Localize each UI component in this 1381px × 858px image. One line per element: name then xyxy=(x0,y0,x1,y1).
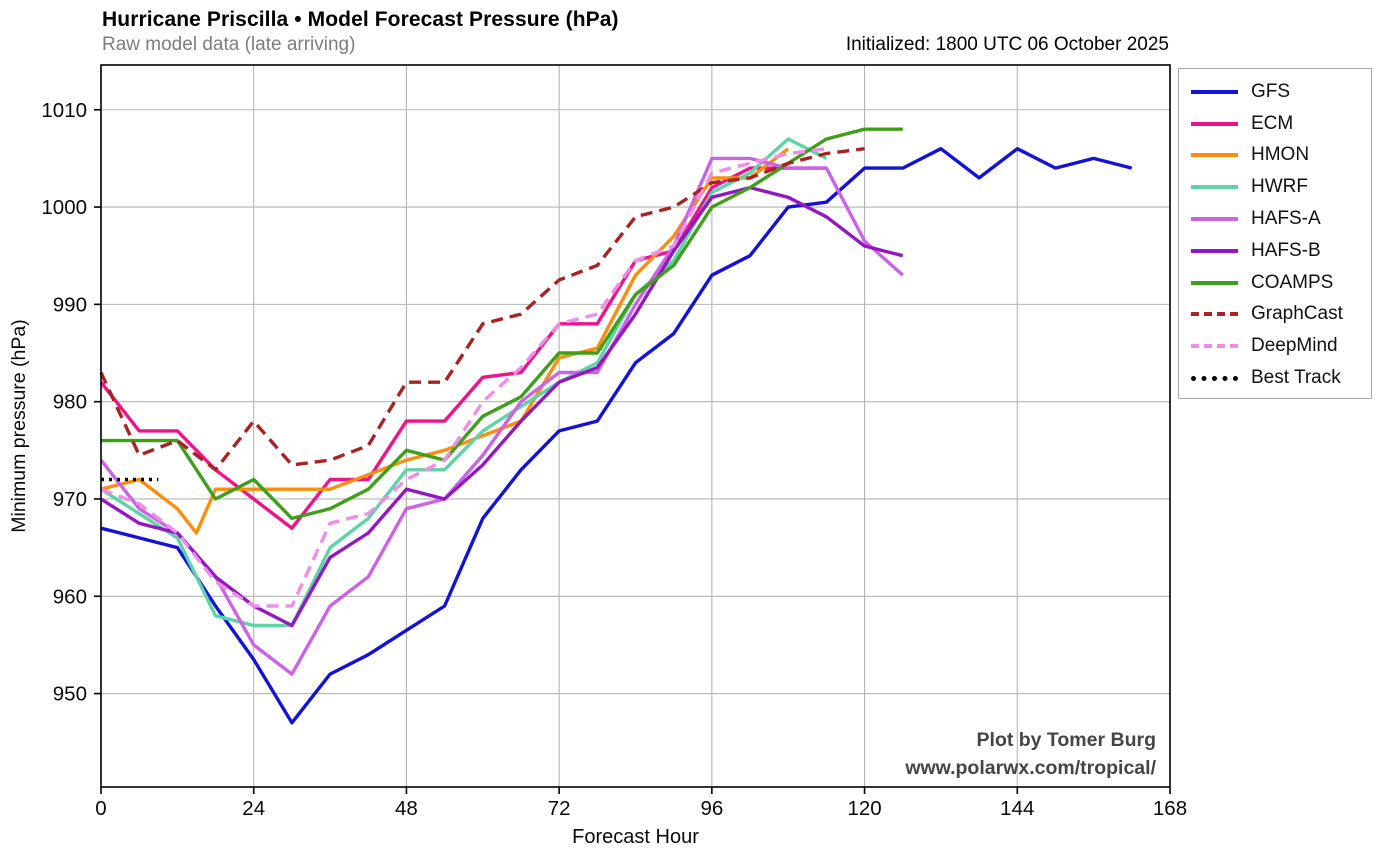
legend-entry-best-track: Best Track xyxy=(1191,362,1371,394)
legend-label: HWRF xyxy=(1251,176,1308,198)
x-tick-label: 144 xyxy=(1000,797,1034,820)
legend-line-sample xyxy=(1191,280,1238,285)
attribution: Plot by Tomer Burg www.polarwx.com/tropi… xyxy=(905,726,1156,782)
x-tick-label: 24 xyxy=(242,797,265,820)
y-tick-label: 1000 xyxy=(41,196,87,219)
y-tick-label: 980 xyxy=(53,391,87,414)
y-tick-label: 960 xyxy=(53,585,87,608)
page-title: Hurricane Priscilla • Model Forecast Pre… xyxy=(102,8,619,31)
series-line-hmon xyxy=(100,147,790,535)
series-line-graphcast xyxy=(99,147,865,472)
x-tick-label: 120 xyxy=(847,797,881,820)
x-tick-label: 72 xyxy=(548,797,571,820)
series-line-deepmind xyxy=(100,147,827,608)
series-line-ecm xyxy=(99,166,827,530)
series-line-gfs xyxy=(100,146,1133,725)
y-tick-label: 990 xyxy=(53,293,87,316)
y-tick-label: 970 xyxy=(53,488,87,511)
legend-entry-hafs-b: HAFS-B xyxy=(1191,235,1371,267)
page-subtitle: Raw model data (late arriving) xyxy=(102,34,356,55)
x-tick-label: 96 xyxy=(700,797,723,820)
attribution-url: www.polarwx.com/tropical/ xyxy=(905,757,1156,779)
legend-entry-graphcast: GraphCast xyxy=(1191,299,1371,331)
legend-entry-ecm: ECM xyxy=(1191,108,1371,140)
x-tick-label: 168 xyxy=(1153,797,1187,820)
initialization-time: Initialized: 1800 UTC 06 October 2025 xyxy=(845,34,1169,55)
legend-line-sample xyxy=(1191,121,1238,126)
legend-label: ECM xyxy=(1251,112,1294,134)
attribution-author: Plot by Tomer Burg xyxy=(976,729,1156,751)
legend-label: Best Track xyxy=(1251,367,1341,389)
legend-label: HAFS-A xyxy=(1251,208,1321,230)
y-axis-label: Minimum pressure (hPa) xyxy=(8,319,30,532)
legend-entry-hafs-a: HAFS-A xyxy=(1191,203,1371,235)
legend-line-sample xyxy=(1191,89,1238,94)
legend-entry-deepmind: DeepMind xyxy=(1191,330,1371,362)
legend-line-sample xyxy=(1191,312,1238,317)
legend-entry-hwrf: HWRF xyxy=(1191,171,1371,203)
legend-entry-coamps: COAMPS xyxy=(1191,267,1371,299)
legend-label: HAFS-B xyxy=(1251,239,1321,261)
legend-label: DeepMind xyxy=(1251,335,1338,357)
legend-line-sample xyxy=(1191,248,1238,253)
x-tick-label: 0 xyxy=(95,797,106,820)
series-line-hwrf xyxy=(100,137,828,628)
legend-entry-hmon: HMON xyxy=(1191,140,1371,172)
legend-line-sample xyxy=(1191,344,1238,349)
legend-label: GFS xyxy=(1251,80,1291,102)
legend-line-sample xyxy=(1191,217,1238,222)
series-line-hafs-a xyxy=(99,156,904,676)
legend-entry-gfs: GFS xyxy=(1191,76,1371,108)
series-line-hafs-b xyxy=(100,185,904,628)
legend-label: COAMPS xyxy=(1251,271,1334,293)
y-tick-label: 950 xyxy=(53,683,87,706)
legend-label: HMON xyxy=(1251,144,1310,166)
x-axis-label: Forecast Hour xyxy=(572,826,699,848)
x-tick-label: 48 xyxy=(395,797,418,820)
series-line-coamps xyxy=(101,127,903,521)
legend: GFS ECM HMON HWRF HAFS-A HAFS-B COAMPS GraphCas… xyxy=(1178,68,1372,399)
legend-line-sample xyxy=(1191,185,1238,190)
legend-line-sample xyxy=(1191,375,1238,381)
legend-line-sample xyxy=(1191,153,1238,158)
y-tick-label: 1010 xyxy=(41,99,87,122)
plot-frame xyxy=(100,64,1171,788)
legend-label: GraphCast xyxy=(1251,303,1343,325)
